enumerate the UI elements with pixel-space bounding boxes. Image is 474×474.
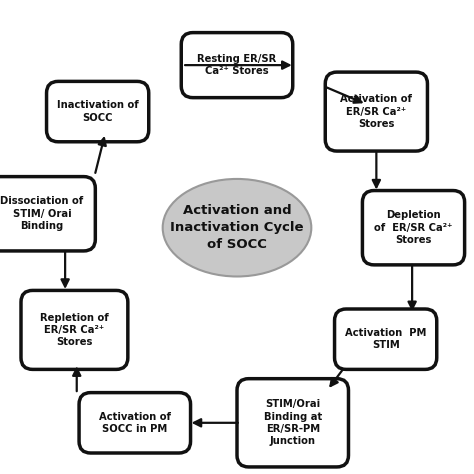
FancyBboxPatch shape	[237, 379, 348, 467]
Text: Activation of
SOCC in PM: Activation of SOCC in PM	[99, 411, 171, 434]
FancyBboxPatch shape	[325, 72, 428, 151]
FancyBboxPatch shape	[79, 392, 191, 453]
Ellipse shape	[163, 179, 311, 276]
FancyBboxPatch shape	[46, 82, 149, 142]
FancyBboxPatch shape	[363, 191, 465, 265]
Text: Repletion of
ER/SR Ca²⁺
Stores: Repletion of ER/SR Ca²⁺ Stores	[40, 312, 109, 347]
Text: STIM/Orai
Binding at
ER/SR-PM
Junction: STIM/Orai Binding at ER/SR-PM Junction	[264, 399, 322, 447]
FancyBboxPatch shape	[335, 309, 437, 369]
Text: Activation and
Inactivation Cycle
of SOCC: Activation and Inactivation Cycle of SOC…	[170, 204, 304, 251]
Text: Resting ER/SR
Ca²⁺ Stores: Resting ER/SR Ca²⁺ Stores	[197, 54, 277, 76]
Text: Activation of
ER/SR Ca²⁺
Stores: Activation of ER/SR Ca²⁺ Stores	[340, 94, 412, 129]
FancyBboxPatch shape	[21, 291, 128, 369]
Text: Activation  PM
STIM: Activation PM STIM	[345, 328, 426, 350]
Text: Depletion
of  ER/SR Ca²⁺
Stores: Depletion of ER/SR Ca²⁺ Stores	[374, 210, 453, 245]
FancyBboxPatch shape	[0, 177, 95, 251]
Text: Dissociation of
STIM/ Orai
Binding: Dissociation of STIM/ Orai Binding	[0, 196, 83, 231]
Text: Inactivation of
SOCC: Inactivation of SOCC	[57, 100, 138, 123]
FancyBboxPatch shape	[181, 33, 293, 98]
